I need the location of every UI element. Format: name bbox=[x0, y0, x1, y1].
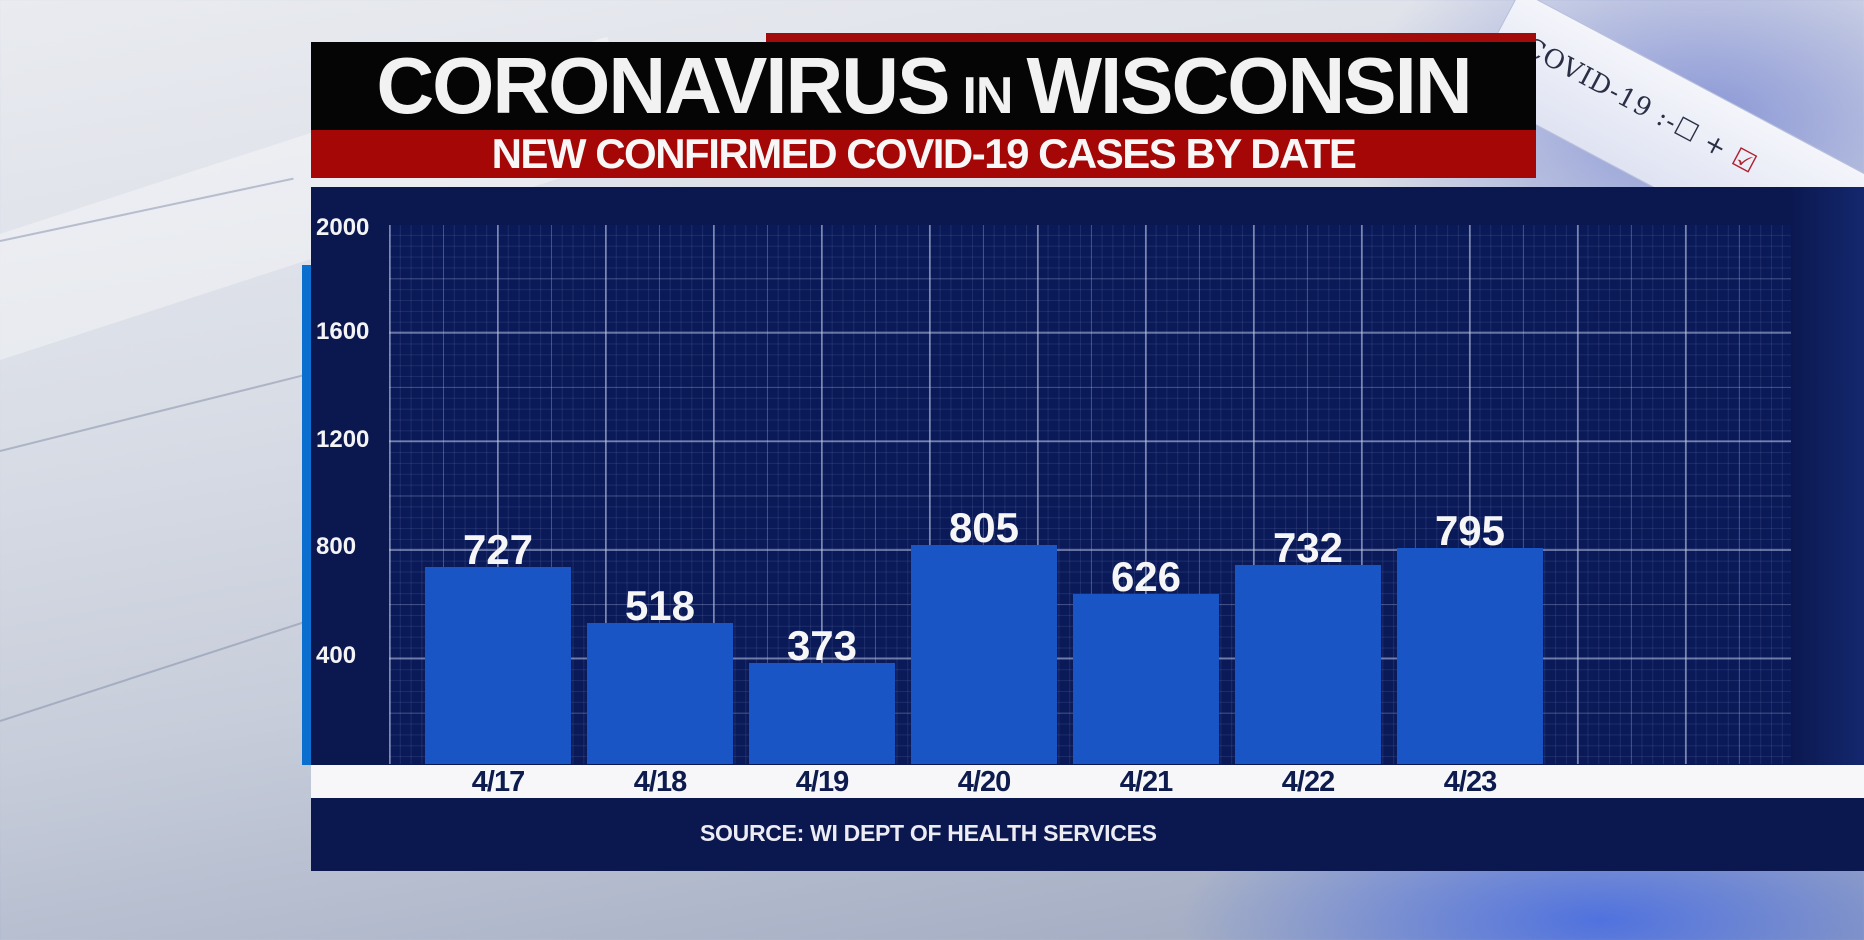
y-tick-400: 400 bbox=[316, 642, 357, 669]
bar bbox=[587, 623, 733, 764]
test-strip-label: COVID-19 :-☐ + ☑ bbox=[1519, 32, 1762, 180]
y-tick-2000: 2000 bbox=[316, 214, 370, 241]
y-tick-1600: 1600 bbox=[316, 318, 370, 345]
x-tick-label: 4/22 bbox=[1281, 766, 1335, 798]
x-tick-label: 4/20 bbox=[957, 766, 1011, 798]
x-tick-label: 4/19 bbox=[795, 766, 849, 798]
title-bar: CORONAVIRUS IN WISCONSIN bbox=[311, 42, 1536, 130]
bar-value-label: 373 bbox=[786, 622, 858, 669]
panel-background-image bbox=[1791, 187, 1864, 765]
x-tick-label: 4/17 bbox=[471, 766, 525, 798]
background-streak bbox=[0, 372, 311, 452]
bar bbox=[1073, 594, 1219, 764]
bar bbox=[1397, 548, 1543, 764]
bar bbox=[425, 567, 571, 764]
x-tick-label: 4/23 bbox=[1443, 766, 1497, 798]
left-accent-bar bbox=[302, 265, 311, 765]
y-tick-800: 800 bbox=[316, 533, 357, 560]
bar-value-label: 805 bbox=[948, 504, 1020, 551]
title-word-in: IN bbox=[962, 67, 1013, 125]
page-title: CORONAVIRUS IN WISCONSIN bbox=[376, 46, 1472, 126]
bar-value-label: 732 bbox=[1272, 524, 1344, 571]
test-strip-text: COVID-19 :-☐ + bbox=[1518, 31, 1733, 165]
chart-subtitle: NEW CONFIRMED COVID-19 CASES BY DATE bbox=[491, 130, 1357, 177]
title-word-coronavirus: CORONAVIRUS bbox=[376, 41, 950, 130]
title-accent-stripe bbox=[766, 33, 1536, 43]
subtitle-bar: NEW CONFIRMED COVID-19 CASES BY DATE bbox=[311, 130, 1536, 178]
y-tick-1200: 1200 bbox=[316, 426, 370, 453]
x-tick-label: 4/21 bbox=[1119, 766, 1173, 798]
title-word-wisconsin: WISCONSIN bbox=[1026, 41, 1472, 130]
bar-value-label: 727 bbox=[462, 526, 534, 573]
source-credit: SOURCE: WI DEPT OF HEALTH SERVICES bbox=[700, 820, 1157, 846]
bar-value-label: 795 bbox=[1434, 507, 1506, 554]
bar bbox=[749, 663, 895, 764]
bar-value-label: 626 bbox=[1110, 553, 1182, 600]
x-axis-band bbox=[311, 765, 1864, 798]
checkbox-checked-icon: ☑ bbox=[1726, 142, 1763, 181]
bar bbox=[1235, 565, 1381, 764]
x-tick-label: 4/18 bbox=[633, 766, 687, 798]
background-streak bbox=[0, 621, 305, 722]
bar-value-label: 518 bbox=[624, 582, 696, 629]
bar bbox=[911, 545, 1057, 764]
